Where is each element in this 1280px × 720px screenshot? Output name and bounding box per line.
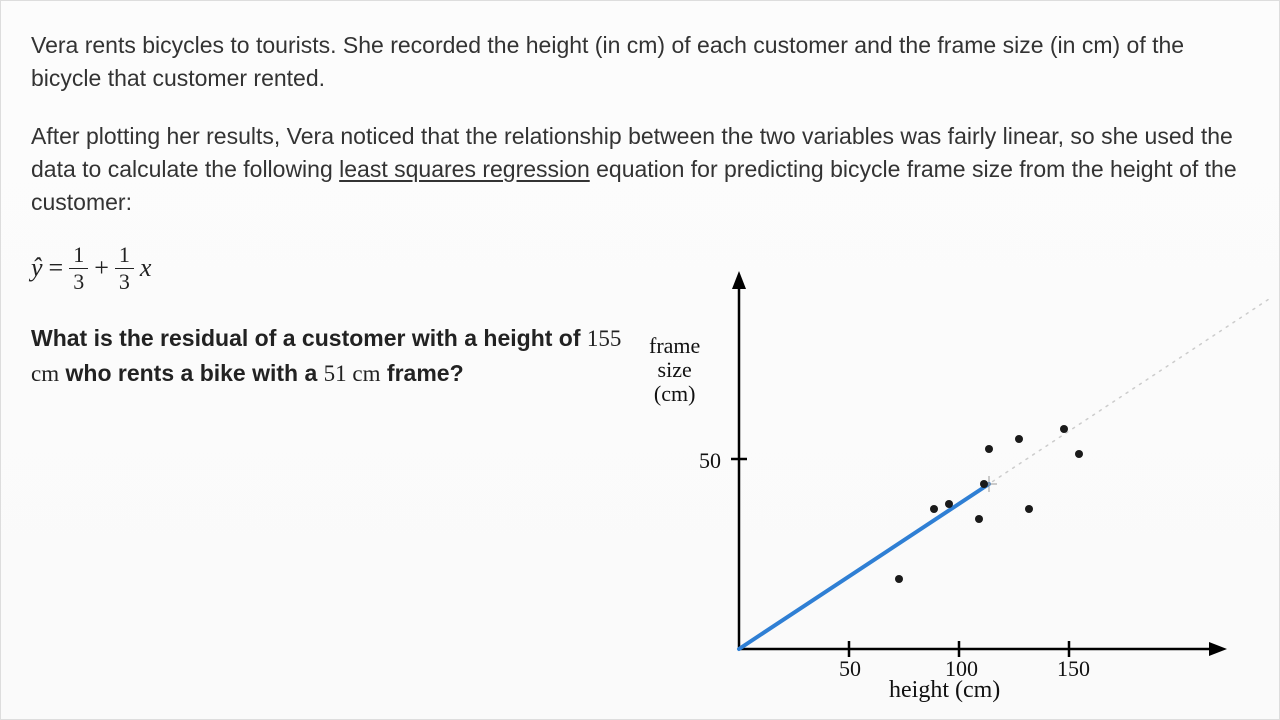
problem-card: Vera rents bicycles to tourists. She rec… (1, 1, 1279, 719)
paragraph-2: After plotting her results, Vera noticed… (31, 120, 1249, 220)
eq-frac2: 1 3 (115, 244, 134, 293)
frac2-den: 3 (119, 269, 130, 293)
x-axis-label: height (cm) (889, 677, 1000, 703)
question-text: What is the residual of a customer with … (31, 321, 631, 392)
eq-frac1: 1 3 (69, 244, 88, 293)
chart-svg (649, 259, 1269, 709)
ylabel-l2: size (649, 358, 700, 382)
eq-equals: = (49, 253, 64, 283)
para1-text: Vera rents bicycles to tourists. She rec… (31, 32, 1184, 91)
y-axis-label: frame size (cm) (649, 334, 700, 407)
ylabel-l1: frame (649, 334, 700, 358)
frac2-num: 1 (115, 244, 134, 269)
q-part-b: who rents a bike with a (59, 360, 324, 386)
underlined-term: least squares regression (339, 156, 590, 182)
frac1-num: 1 (69, 244, 88, 269)
scatter-chart: frame size (cm) 50 50 100 150 height (cm… (649, 259, 1269, 709)
paragraph-1: Vera rents bicycles to tourists. She rec… (31, 29, 1249, 96)
x-tick-150: 150 (1057, 657, 1090, 681)
eq-yhat: ŷ (31, 253, 43, 283)
x-tick-50: 50 (839, 657, 861, 681)
y-tick-50: 50 (699, 449, 721, 473)
q-val2: 51 cm (324, 361, 381, 386)
eq-plus: + (94, 253, 109, 283)
q-part-a: What is the residual of a customer with … (31, 325, 587, 351)
q-part-c: frame? (381, 360, 464, 386)
eq-x: x (140, 253, 152, 283)
frac1-den: 3 (73, 269, 84, 293)
ylabel-l3: (cm) (649, 382, 700, 406)
